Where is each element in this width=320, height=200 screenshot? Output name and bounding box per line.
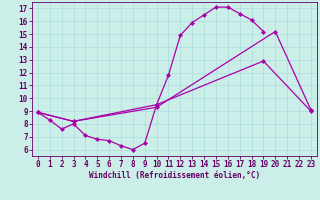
X-axis label: Windchill (Refroidissement éolien,°C): Windchill (Refroidissement éolien,°C) [89, 171, 260, 180]
